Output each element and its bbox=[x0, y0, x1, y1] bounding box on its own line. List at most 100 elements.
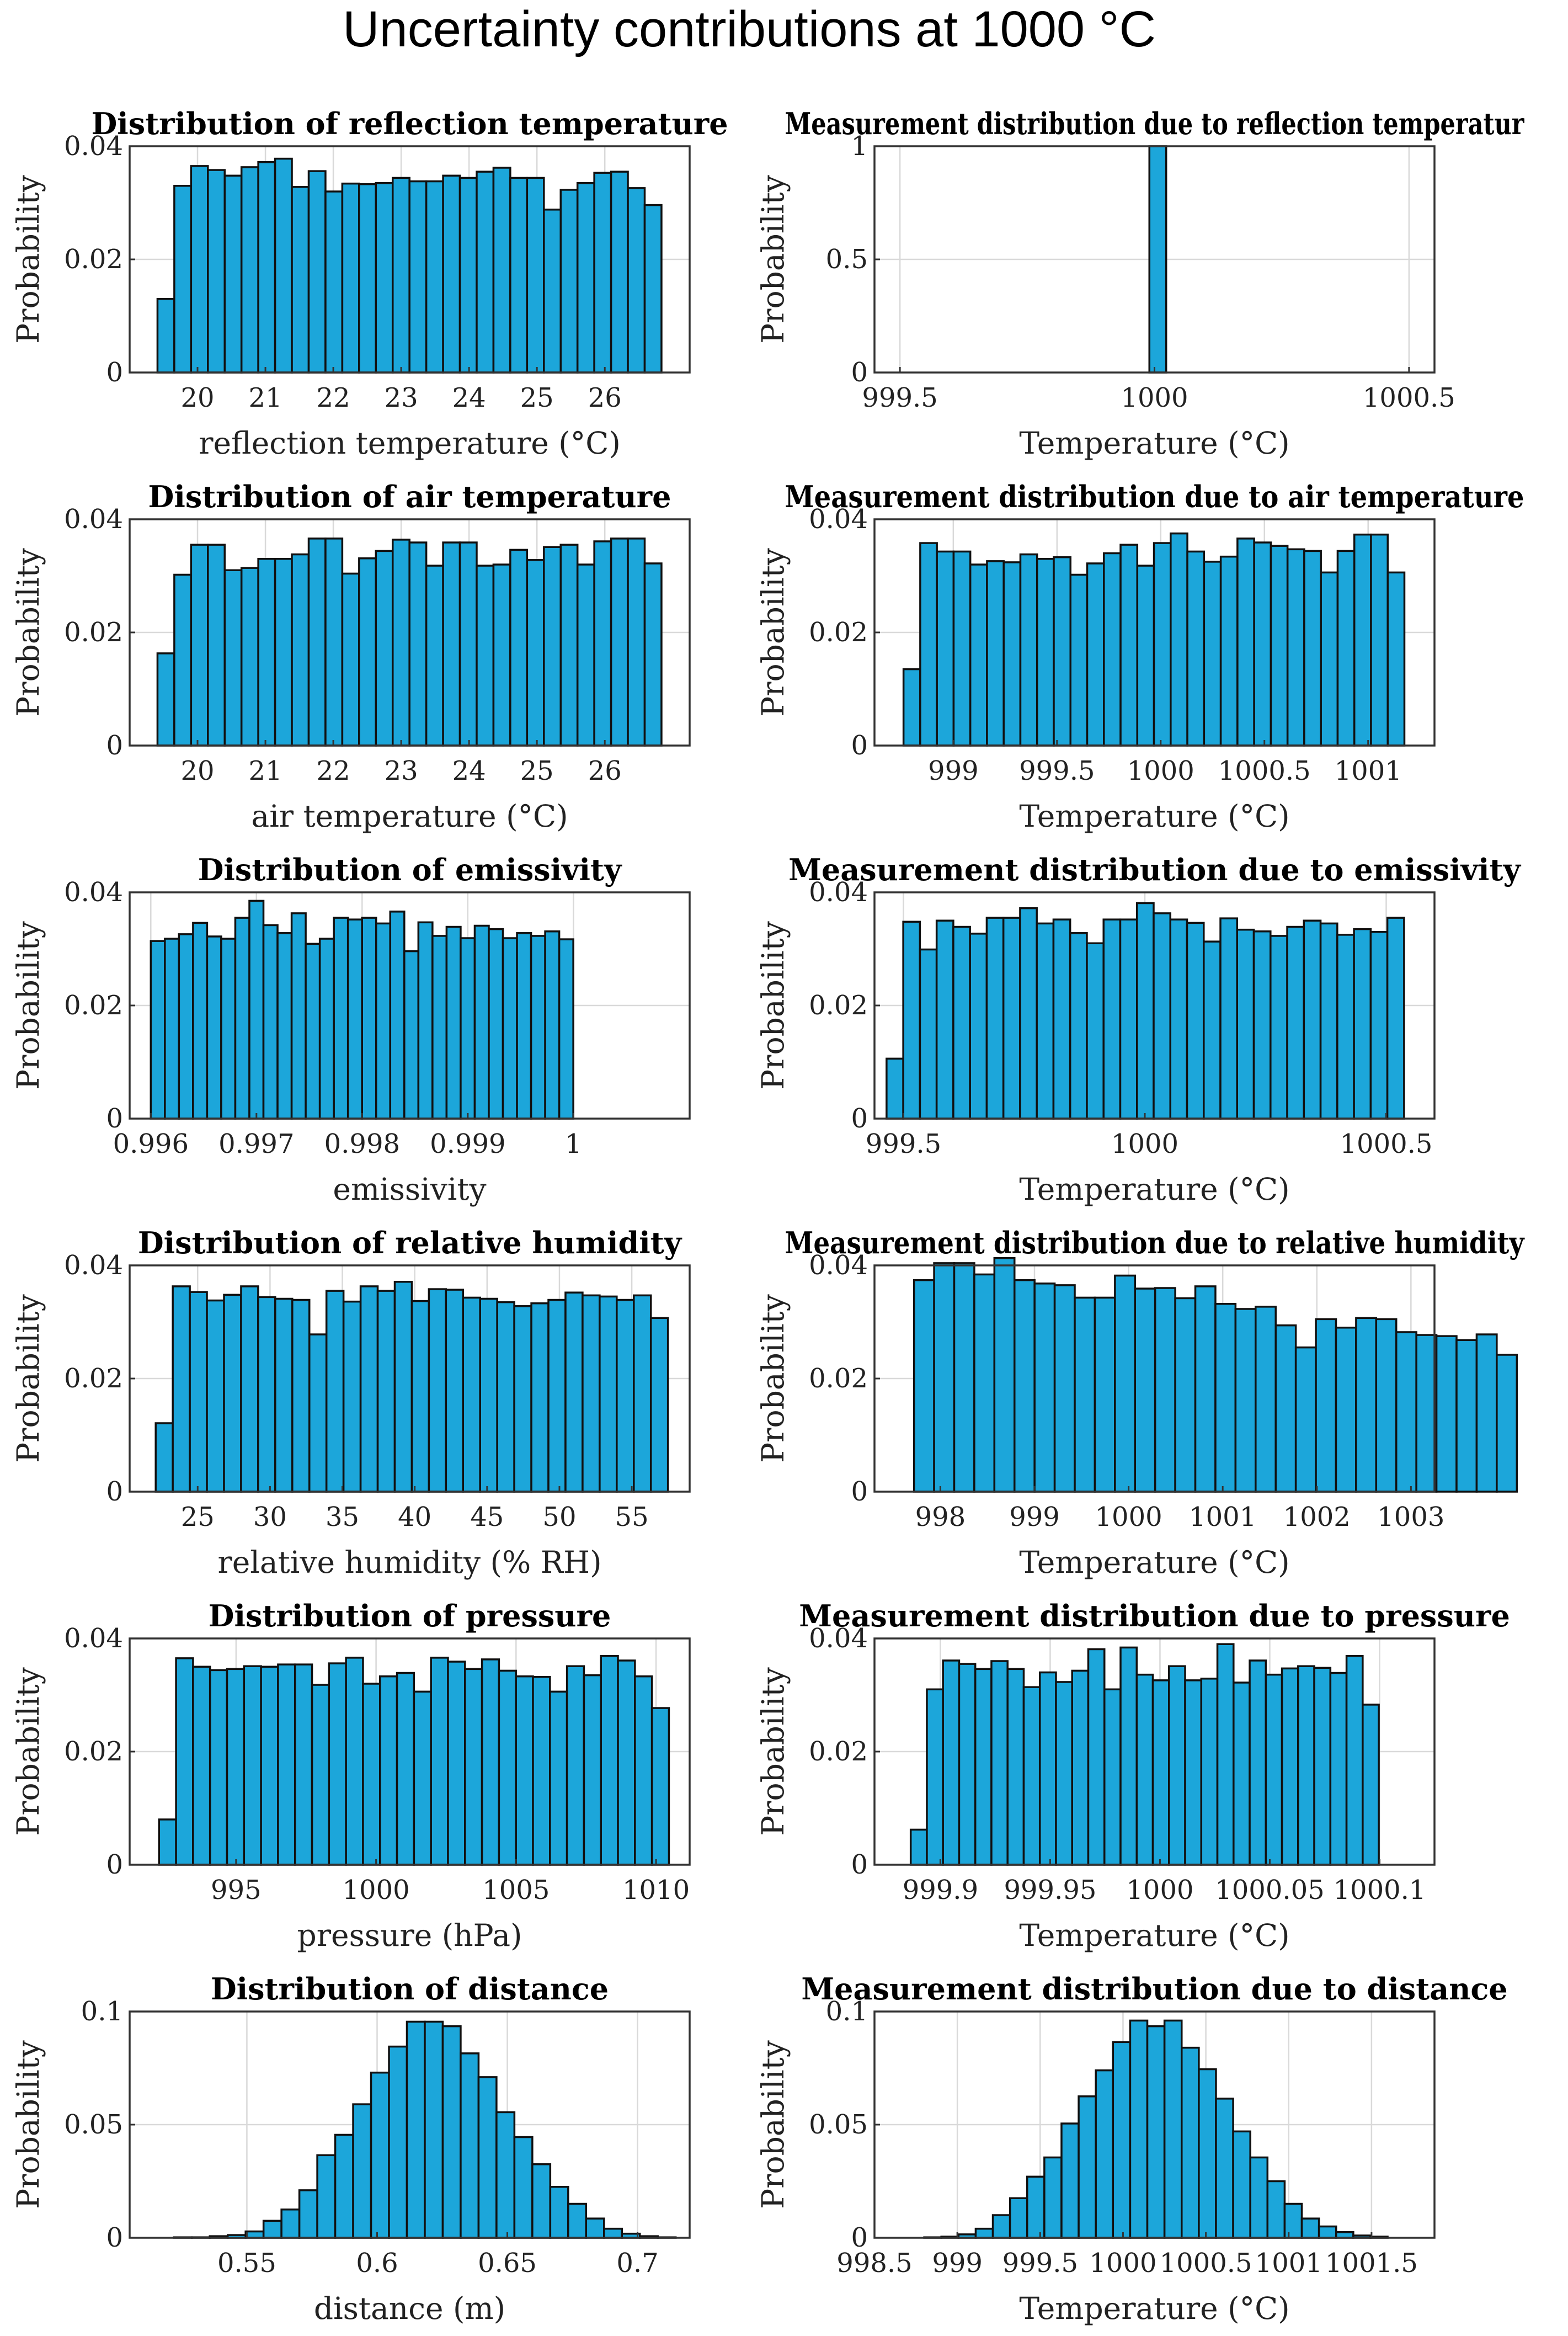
histogram-bar bbox=[1154, 1287, 1176, 1493]
histogram-bar bbox=[1320, 571, 1339, 747]
histogram-bar bbox=[558, 938, 574, 1120]
x-tick-label: 23 bbox=[385, 755, 418, 786]
histogram-bar bbox=[564, 1291, 584, 1493]
y-axis-label: Probability bbox=[10, 2040, 46, 2209]
histogram-bar bbox=[1146, 2025, 1166, 2239]
histogram-bar bbox=[189, 1291, 208, 1493]
histogram-bar bbox=[633, 1294, 652, 1493]
histogram-bar bbox=[248, 900, 265, 1120]
histogram-bar bbox=[1087, 1648, 1106, 1866]
histogram-bar bbox=[1043, 2156, 1063, 2239]
histogram-bar bbox=[324, 538, 344, 747]
histogram-bar bbox=[599, 1295, 618, 1493]
histogram-bar bbox=[973, 1273, 996, 1493]
x-tick-label: 22 bbox=[317, 755, 350, 786]
histogram-bar bbox=[1052, 918, 1071, 1120]
histogram-bar bbox=[150, 940, 166, 1120]
histogram-bar bbox=[1071, 1669, 1090, 1866]
histogram-bar bbox=[328, 1662, 347, 1866]
histogram-bar bbox=[318, 938, 335, 1120]
histogram-bars bbox=[154, 1280, 669, 1493]
histogram-bar bbox=[1095, 2069, 1114, 2239]
histogram-bar bbox=[175, 1657, 194, 1866]
x-tick-label: 35 bbox=[326, 1502, 359, 1532]
histogram-bar bbox=[1053, 1284, 1076, 1493]
histogram-bar bbox=[1265, 1673, 1283, 1866]
histogram-bar bbox=[1078, 2095, 1097, 2239]
histogram-bar bbox=[1300, 2217, 1320, 2239]
x-tick-label: 999.5 bbox=[1019, 755, 1095, 786]
chart-title: Measurement distribution due to emissivi… bbox=[788, 852, 1521, 887]
y-axis-label: Probability bbox=[10, 175, 46, 344]
y-tick-label: 0 bbox=[106, 1849, 123, 1880]
histogram-bar bbox=[479, 1297, 498, 1493]
histogram-bar bbox=[307, 538, 327, 747]
histogram-bar bbox=[974, 1668, 993, 1866]
y-tick-label: 0.04 bbox=[809, 877, 868, 908]
histogram-bar bbox=[544, 930, 561, 1120]
histogram-bar bbox=[334, 2133, 354, 2239]
histogram-bar bbox=[276, 932, 293, 1120]
x-tick-label: 50 bbox=[542, 1502, 576, 1532]
histogram-bar bbox=[379, 1675, 398, 1866]
x-axis-label: Temperature (°C) bbox=[1019, 425, 1289, 461]
chart-title: Measurement distribution due to pressure bbox=[799, 1598, 1510, 1633]
x-tick-label: 1002 bbox=[1283, 1502, 1351, 1532]
histogram-bar bbox=[1236, 538, 1255, 747]
histogram-bar bbox=[1336, 550, 1356, 747]
histogram-bar bbox=[1198, 2068, 1217, 2239]
x-tick-label: 26 bbox=[588, 382, 622, 413]
histogram-bar bbox=[1022, 1686, 1041, 1866]
histogram-bar bbox=[481, 1658, 500, 1866]
histogram-bar bbox=[1319, 922, 1338, 1120]
x-tick-label: 22 bbox=[317, 382, 350, 413]
histogram-bar bbox=[403, 950, 420, 1120]
histogram-bar bbox=[1249, 2156, 1269, 2239]
histogram-bar bbox=[1353, 533, 1372, 747]
y-axis-label: Probability bbox=[755, 2040, 791, 2209]
histogram-bar bbox=[1475, 1333, 1498, 1493]
histogram-bar bbox=[1233, 1682, 1251, 1866]
histogram-bar bbox=[1002, 561, 1022, 747]
x-tick-label: 1000.5 bbox=[1218, 755, 1311, 786]
histogram-bar bbox=[190, 544, 209, 747]
histogram-bar bbox=[1094, 1296, 1116, 1493]
x-tick-label: 1000.5 bbox=[1340, 1129, 1433, 1159]
y-axis-label: Probability bbox=[755, 1667, 791, 1836]
histogram-bar bbox=[307, 170, 327, 374]
x-tick-label: 1000.5 bbox=[1160, 2248, 1252, 2279]
x-tick-label: 0.55 bbox=[217, 2248, 276, 2279]
histogram-bar bbox=[1355, 1317, 1378, 1493]
histogram-bar bbox=[1214, 1302, 1237, 1493]
x-tick-label: 21 bbox=[249, 755, 282, 786]
x-tick-label: 1003 bbox=[1377, 1502, 1444, 1532]
histogram-bar bbox=[509, 177, 529, 374]
histogram-bar bbox=[1114, 1274, 1137, 1493]
histogram-bar bbox=[425, 565, 444, 747]
histogram-bar bbox=[990, 1660, 1009, 1866]
histogram-bar bbox=[243, 1665, 262, 1866]
histogram-bar bbox=[341, 572, 360, 747]
histogram-bars bbox=[150, 900, 574, 1120]
x-tick-label: 55 bbox=[615, 1502, 649, 1532]
histogram-bar bbox=[220, 938, 237, 1120]
histogram-bar bbox=[583, 1674, 602, 1866]
histogram-bars bbox=[913, 1257, 1518, 1493]
histogram-bar bbox=[1026, 2175, 1046, 2239]
histogram-bar bbox=[953, 1262, 975, 1493]
histogram-bar bbox=[156, 298, 175, 374]
histogram-bar bbox=[543, 209, 562, 374]
histogram-bar bbox=[389, 911, 406, 1120]
chart-panel: 25 30 35 40 45 50 55 0 0.02 0.04 Distribution of r… bbox=[10, 1225, 691, 1580]
histogram-bar bbox=[447, 1661, 466, 1866]
histogram-bar bbox=[1353, 928, 1372, 1120]
histogram-bar bbox=[442, 174, 461, 374]
chart-panel: 0.996 0.997 0.998 0.999 1 0 0.02 0.04 Distributi… bbox=[10, 852, 691, 1207]
histogram-bar bbox=[1286, 925, 1305, 1120]
histogram-bar bbox=[341, 182, 360, 374]
histogram-bar bbox=[909, 1828, 928, 1866]
histogram-bar bbox=[477, 2076, 498, 2239]
histogram-bar bbox=[1153, 542, 1172, 747]
histogram-bar bbox=[1297, 1665, 1315, 1866]
y-tick-label: 0 bbox=[851, 1849, 868, 1880]
